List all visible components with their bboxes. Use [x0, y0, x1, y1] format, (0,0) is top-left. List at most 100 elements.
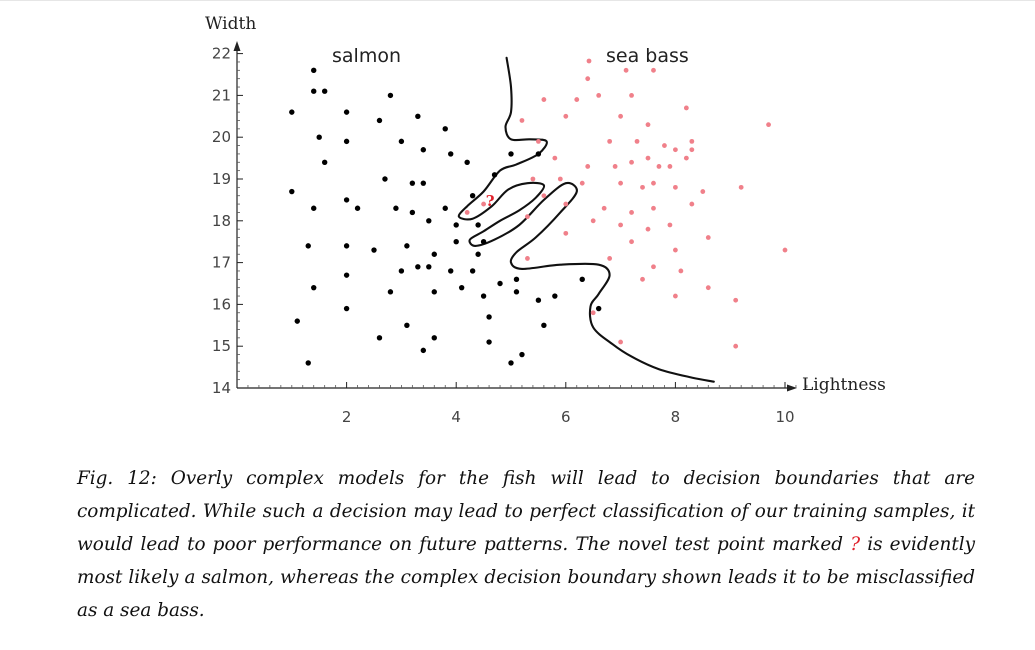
salmon-point: [469, 193, 476, 199]
y-tick-label: 22: [212, 45, 231, 63]
salmon-point: [343, 243, 350, 249]
y-axis-arrow: [233, 41, 241, 51]
seabass-point: [623, 67, 629, 73]
y-axis-label: Width: [205, 14, 256, 34]
salmon-point: [311, 284, 317, 291]
seabass-point: [629, 93, 634, 98]
caption-test-point-marker: ?: [850, 534, 861, 555]
salmon-point: [431, 289, 437, 295]
salmon-point: [398, 138, 405, 145]
seabass-point: [733, 343, 739, 349]
decision-boundary: [457, 56, 715, 383]
y-tick-label: 19: [212, 170, 231, 188]
y-tick-label: 20: [212, 128, 231, 146]
salmon-point: [343, 305, 350, 312]
salmon-point: [541, 322, 547, 328]
seabass-point: [541, 193, 547, 199]
salmon-point: [464, 159, 470, 165]
seabass-point: [673, 293, 678, 299]
seabass-point: [525, 214, 530, 220]
seabass-point: [481, 201, 486, 207]
salmon-point: [491, 172, 498, 178]
seabass-point: [590, 310, 596, 316]
seabass-point: [629, 159, 634, 165]
seabass-label-dot: [586, 58, 592, 64]
x-tick-label: 8: [671, 408, 681, 426]
salmon-point: [376, 335, 383, 341]
y-tick-label: 18: [212, 212, 231, 230]
seabass-point: [585, 164, 591, 169]
seabass-point: [552, 155, 558, 161]
salmon-point: [480, 239, 487, 245]
seabass-point: [563, 201, 569, 207]
seabass-point: [673, 247, 678, 253]
seabass-point: [618, 180, 623, 186]
salmon-point: [343, 197, 350, 203]
salmon-point: [311, 67, 317, 74]
salmon-point: [409, 180, 416, 186]
seabass-point: [519, 118, 525, 123]
seabass-point: [574, 97, 580, 102]
salmon-point: [343, 109, 350, 115]
seabass-point: [705, 285, 711, 291]
seabass-point: [678, 268, 684, 274]
salmon-point: [289, 109, 295, 115]
x-tick-label: 4: [451, 408, 461, 426]
seabass-point: [700, 189, 706, 194]
salmon-point: [475, 251, 481, 257]
seabass-point: [629, 210, 634, 215]
salmon-point: [387, 289, 394, 295]
seabass-point: [656, 164, 662, 169]
seabass-point: [667, 164, 673, 169]
seabass-point: [662, 143, 667, 148]
seabass-point: [689, 138, 695, 144]
seabass-point: [634, 138, 640, 144]
seabass-point: [766, 122, 771, 128]
salmon-point: [404, 322, 410, 328]
seabass-point: [629, 239, 634, 245]
annotations: ?: [486, 192, 495, 210]
seabass-point: [733, 297, 739, 303]
salmon-point: [513, 276, 520, 283]
salmon-point: [508, 151, 514, 157]
seabass-point: [640, 276, 645, 282]
salmon-point: [371, 247, 377, 253]
salmon-point: [431, 251, 437, 257]
seabass-point: [651, 180, 656, 186]
salmon-point: [431, 335, 437, 341]
figure-caption: Fig. 12: Overly complex models for the f…: [77, 462, 975, 627]
seabass-point: [557, 176, 563, 182]
seabass-point: [590, 218, 596, 224]
seabass-point: [705, 235, 711, 240]
caption-text-part1: Fig. 12: Overly complex models for the f…: [77, 468, 975, 555]
scatter-chart: 2 4 6 8 10 14 15 16 17 18 19 20 21 22 ? Width Lightne…: [205, 14, 886, 426]
salmon-point: [387, 92, 394, 99]
seabass-point: [607, 138, 613, 144]
seabass-point: [541, 97, 547, 102]
x-tick-label: 2: [342, 408, 352, 426]
y-tick-label: 16: [212, 295, 231, 313]
salmon-point: [316, 134, 322, 140]
x-tick-label: 6: [561, 408, 571, 426]
x-axis-arrow: [787, 384, 797, 392]
seabass-point: [612, 164, 618, 169]
salmon-point: [442, 126, 448, 132]
salmon-point: [453, 239, 459, 245]
salmon-point: [305, 243, 311, 249]
salmon-point: [535, 297, 542, 303]
seabass-point: [645, 226, 651, 232]
salmon-point: [469, 268, 476, 274]
salmon-point: [579, 276, 585, 283]
salmon-point: [294, 318, 300, 324]
seabass-point: [601, 205, 607, 211]
seabass-point: [673, 184, 678, 190]
seabass-point: [618, 113, 623, 119]
salmon-series-label: salmon: [332, 45, 401, 67]
salmon-point: [311, 88, 317, 94]
seabass-point: [640, 184, 645, 190]
seabass-point: [536, 138, 541, 144]
seabass-point: [667, 222, 673, 228]
seabass-point: [607, 256, 613, 261]
salmon-point: [321, 159, 328, 165]
seabass-point: [683, 155, 689, 161]
